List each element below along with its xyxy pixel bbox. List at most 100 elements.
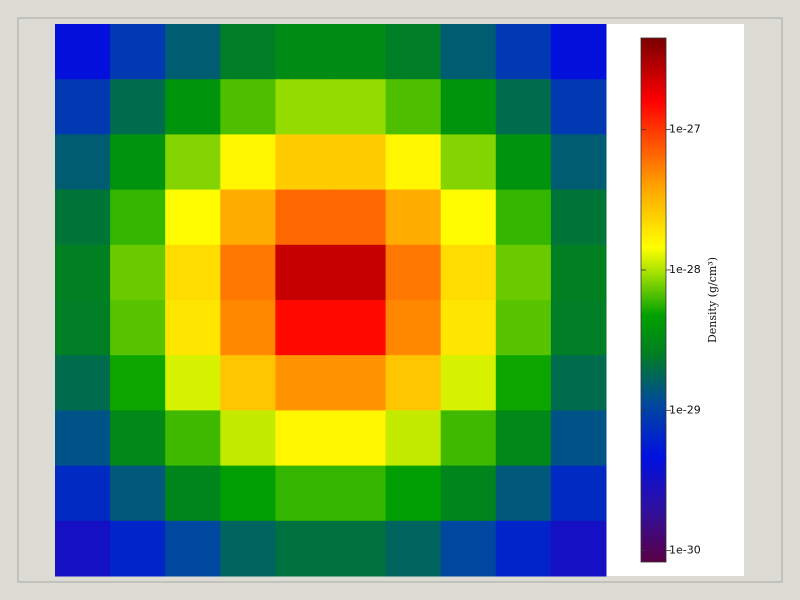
heatmap-cell: [275, 520, 331, 577]
heatmap-cell: [440, 244, 497, 301]
heatmap-cell: [550, 300, 607, 356]
colorbar-tick-label: 1e-29: [669, 403, 701, 416]
heatmap-cell: [110, 79, 166, 135]
heatmap-cell: [550, 465, 607, 522]
heatmap-cell: [220, 520, 276, 577]
heatmap-cell: [220, 24, 276, 80]
heatmap-cell: [385, 134, 442, 191]
heatmap-cell: [495, 134, 552, 191]
heatmap-cell: [330, 189, 387, 246]
heatmap-cell: [330, 410, 387, 467]
heatmap-cell: [330, 244, 387, 301]
heatmap-cell: [495, 244, 552, 301]
heatmap-cell: [330, 134, 387, 191]
heatmap-cell: [110, 520, 166, 577]
heatmap-cell: [550, 24, 607, 80]
heatmap-cell: [220, 300, 276, 356]
colorbar-tick-label: 1e-28: [669, 263, 701, 276]
heatmap-cell: [385, 355, 442, 411]
heatmap-cell: [110, 134, 166, 191]
heatmap-cell: [55, 355, 111, 411]
heatmap-cell: [495, 79, 552, 135]
heatmap-cell: [220, 79, 276, 135]
heatmap-cell: [275, 244, 331, 301]
heatmap-cell: [55, 79, 111, 135]
heatmap-cell: [385, 24, 442, 80]
heatmap-cell: [550, 355, 607, 411]
heatmap-cell: [330, 355, 387, 411]
heatmap-cell: [440, 189, 497, 246]
heatmap-cell: [275, 410, 331, 467]
heatmap-cell: [440, 79, 497, 135]
heatmap-cell: [110, 410, 166, 467]
heatmap-cell: [110, 244, 166, 301]
heatmap-cell: [330, 24, 387, 80]
heatmap-cell: [165, 244, 221, 301]
heatmap-cell: [165, 79, 221, 135]
heatmap-cell: [330, 79, 387, 135]
heatmap-cell: [275, 465, 331, 522]
frame: [17, 17, 783, 583]
colorbar: [640, 37, 667, 563]
heatmap-cell: [220, 189, 276, 246]
heatmap-cell: [165, 300, 221, 356]
heatmap-cell: [165, 355, 221, 411]
heatmap-cell: [220, 134, 276, 191]
heatmap-cell: [550, 79, 607, 135]
heatmap-cell: [165, 465, 221, 522]
heatmap-cell: [165, 410, 221, 467]
heatmap-cell: [220, 244, 276, 301]
heatmap-cell: [440, 355, 497, 411]
heatmap-cell: [440, 520, 497, 577]
heatmap-cell: [55, 465, 111, 522]
heatmap-cell: [550, 410, 607, 467]
heatmap-cell: [440, 465, 497, 522]
heatmap-cell: [550, 134, 607, 191]
heatmap-cell: [385, 465, 442, 522]
heatmap-cell: [495, 189, 552, 246]
heatmap-cell: [165, 189, 221, 246]
heatmap-cell: [495, 24, 552, 80]
heatmap-cell: [275, 189, 331, 246]
heatmap-cell: [55, 410, 111, 467]
heatmap-cell: [275, 300, 331, 356]
heatmap-cell: [385, 244, 442, 301]
heatmap-cell: [385, 410, 442, 467]
heatmap-cell: [440, 134, 497, 191]
colorbar-tick-label: 1e-27: [669, 123, 701, 136]
heatmap-cell: [165, 520, 221, 577]
heatmap-cell: [440, 410, 497, 467]
heatmap-cell: [495, 300, 552, 356]
heatmap: [55, 24, 607, 577]
heatmap-cell: [55, 24, 111, 80]
heatmap-cell: [385, 300, 442, 356]
heatmap-cell: [440, 24, 497, 80]
colorbar-panel: [606, 24, 744, 576]
heatmap-cell: [220, 410, 276, 467]
colorbar-tick-label: 1e-30: [669, 544, 701, 557]
heatmap-cell: [330, 465, 387, 522]
heatmap-cell: [275, 24, 331, 80]
heatmap-cell: [220, 465, 276, 522]
heatmap-cell: [55, 189, 111, 246]
heatmap-cell: [275, 79, 331, 135]
heatmap-cell: [495, 410, 552, 467]
heatmap-cell: [275, 134, 331, 191]
heatmap-cell: [110, 465, 166, 522]
colorbar-label: Density (g/cm³): [706, 257, 719, 343]
heatmap-cell: [495, 355, 552, 411]
heatmap-cell: [165, 134, 221, 191]
heatmap-cell: [550, 189, 607, 246]
heatmap-cell: [55, 134, 111, 191]
heatmap-cell: [55, 300, 111, 356]
heatmap-cell: [550, 244, 607, 301]
heatmap-cell: [55, 520, 111, 577]
heatmap-cell: [55, 244, 111, 301]
heatmap-cell: [330, 520, 387, 577]
heatmap-cell: [110, 24, 166, 80]
heatmap-cell: [385, 189, 442, 246]
heatmap-cell: [550, 520, 607, 577]
heatmap-cell: [495, 520, 552, 577]
